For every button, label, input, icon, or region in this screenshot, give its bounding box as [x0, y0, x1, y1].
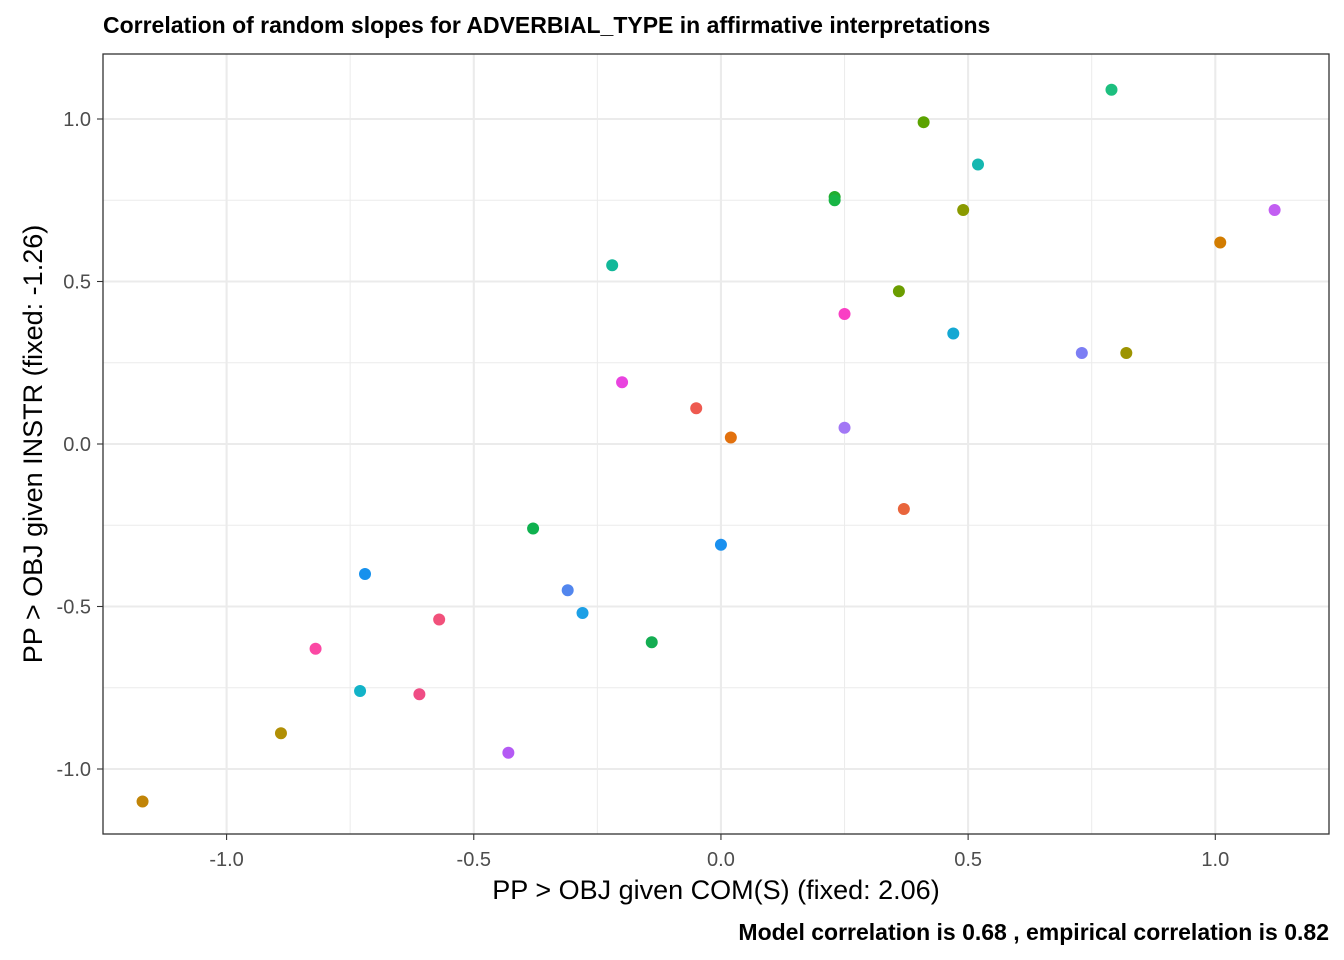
data-point [724, 431, 737, 444]
data-point [690, 402, 703, 415]
data-point [1120, 347, 1133, 359]
data-point [1214, 236, 1227, 249]
y-tick-label: -0.5 [57, 597, 91, 619]
chart-caption: Model correlation is 0.68 , empirical co… [738, 919, 1329, 945]
data-point [413, 688, 426, 701]
data-point [1105, 83, 1118, 96]
data-point [645, 636, 658, 649]
data-point [606, 259, 619, 272]
y-tick-label: 1.0 [63, 109, 91, 131]
data-point [917, 116, 930, 129]
y-tick-label: 0.5 [63, 272, 91, 294]
data-point [561, 584, 574, 597]
data-point [714, 538, 727, 551]
data-point [527, 522, 540, 535]
x-tick-label: 0.5 [954, 849, 982, 871]
data-point [433, 613, 446, 626]
x-tick-label: 1.0 [1201, 849, 1229, 871]
data-point [1075, 347, 1088, 359]
data-point [359, 568, 372, 580]
x-tick-label: -1.0 [209, 849, 243, 871]
data-points [136, 83, 1281, 808]
y-tick-label: -1.0 [57, 759, 91, 781]
data-point [136, 795, 149, 808]
data-point [972, 158, 985, 171]
data-point [309, 642, 322, 655]
data-point [892, 285, 905, 298]
y-axis: -1.0 -0.5 0.0 0.5 1.0 [57, 109, 103, 781]
data-point [1268, 204, 1281, 216]
x-axis: -1.0 -0.5 0.0 0.5 1.0 [209, 834, 1229, 871]
data-point [838, 421, 851, 434]
x-tick-label: -0.5 [457, 849, 491, 871]
x-tick-label: 0.0 [707, 849, 735, 871]
data-point [354, 685, 367, 697]
chart-title: Correlation of random slopes for ADVERBI… [103, 12, 990, 38]
data-point [274, 727, 287, 740]
data-point [576, 607, 589, 619]
grid [103, 54, 1329, 834]
y-axis-title: PP > OBJ given INSTR (fixed: -1.26) [18, 225, 48, 663]
data-point [957, 204, 970, 216]
x-axis-title: PP > OBJ given COM(S) (fixed: 2.06) [492, 875, 939, 905]
data-point [838, 308, 851, 320]
data-point [947, 327, 960, 340]
data-point [502, 746, 515, 759]
data-point [897, 503, 910, 515]
data-point [616, 376, 629, 389]
y-tick-label: 0.0 [63, 434, 91, 456]
data-point [828, 194, 841, 207]
